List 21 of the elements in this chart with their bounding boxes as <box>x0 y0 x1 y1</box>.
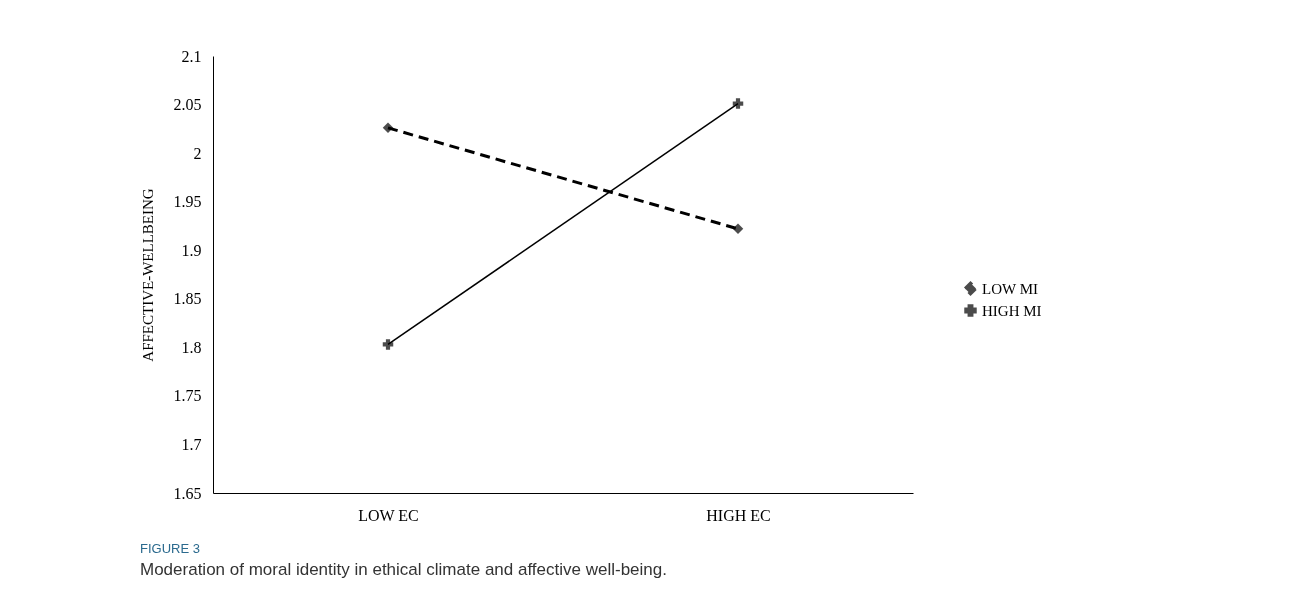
text: Moderation of moral identity in ethical climate and affective well-being. <box>140 560 667 579</box>
point <box>732 223 744 235</box>
point <box>732 98 744 109</box>
legend-label: LOW MI <box>982 280 1038 297</box>
point <box>382 122 394 134</box>
point <box>382 339 394 350</box>
y-tick-label: 2.05 <box>173 96 202 114</box>
x-tick-label: HIGH EC <box>706 506 771 524</box>
y-tick-label: 2.1 <box>181 47 202 65</box>
x-tick-label: LOW EC <box>358 506 419 524</box>
y-tick-label: 1.9 <box>181 241 202 259</box>
y-tick-label: 1.75 <box>173 387 202 405</box>
y-tick-label: 1.95 <box>173 193 202 211</box>
y-tick-label: 1.8 <box>181 338 202 356</box>
text: FIGURE 3 <box>140 541 200 556</box>
legend-label: HIGH MI <box>982 302 1042 319</box>
y-tick-label: 2 <box>193 144 202 162</box>
y-tick-label: 1.85 <box>173 290 202 308</box>
y-tick-label: 1.65 <box>173 484 202 502</box>
y-axis-title: AFFECTIVE-WELLBEING <box>139 188 156 362</box>
y-tick-label: 1.7 <box>181 435 202 453</box>
